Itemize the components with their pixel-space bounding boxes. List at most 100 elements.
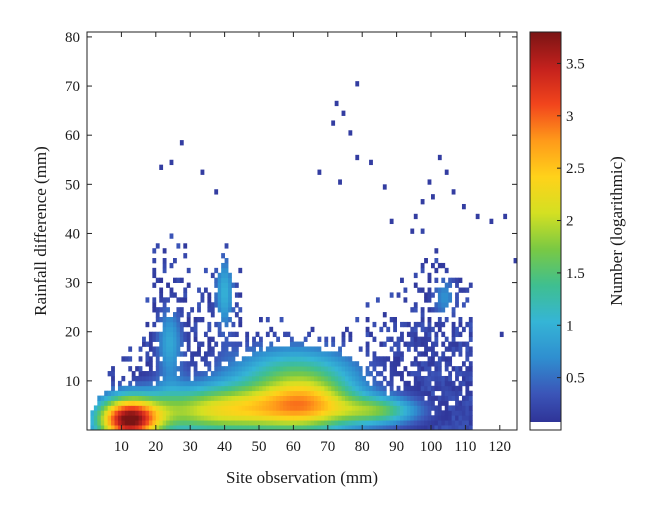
- heatmap-cell: [358, 420, 363, 426]
- heatmap-cell: [427, 425, 432, 431]
- heatmap-cell: [468, 375, 473, 382]
- heatmap-cell: [159, 425, 164, 431]
- heatmap-cell: [241, 405, 246, 411]
- heatmap-cell: [169, 390, 174, 396]
- heatmap-cell: [217, 366, 222, 372]
- heatmap-cell: [406, 380, 411, 387]
- heatmap-cell: [396, 351, 401, 357]
- heatmap-cell: [365, 341, 370, 347]
- heatmap-cell: [169, 366, 174, 372]
- heatmap-cell: [448, 346, 453, 352]
- heatmap-cell: [269, 425, 274, 431]
- heatmap-cell: [320, 380, 325, 387]
- heatmap-cell: [145, 356, 150, 362]
- heatmap-cell: [403, 380, 408, 387]
- heatmap-cell: [303, 366, 308, 372]
- heatmap-cell: [424, 425, 428, 431]
- heatmap-cell: [234, 361, 239, 367]
- heatmap-cell: [396, 390, 401, 396]
- heatmap-cell: [351, 410, 356, 416]
- heatmap-cell: [461, 420, 466, 426]
- y-tick-label: 50: [65, 177, 80, 193]
- heatmap-cell: [434, 351, 439, 357]
- heatmap-cell: [138, 366, 143, 372]
- heatmap-cell: [128, 366, 133, 372]
- heatmap-cell: [252, 385, 256, 392]
- heatmap-cell: [413, 321, 418, 328]
- heatmap-cell: [207, 351, 212, 357]
- heatmap-cell: [155, 346, 160, 352]
- heatmap-cell: [314, 390, 318, 396]
- heatmap-cell: [355, 415, 360, 421]
- heatmap-cell: [152, 336, 157, 342]
- heatmap-cell: [255, 385, 260, 392]
- heatmap-cell: [252, 375, 256, 382]
- heatmap-cell: [355, 405, 360, 411]
- heatmap-cell: [314, 380, 318, 387]
- heatmap-cell: [317, 405, 322, 411]
- heatmap-cell: [403, 385, 408, 392]
- heatmap-cell: [410, 395, 415, 401]
- heatmap-cell: [179, 321, 184, 328]
- heatmap-cell: [410, 410, 415, 416]
- heatmap-cell: [255, 420, 260, 426]
- heatmap-cell: [173, 425, 177, 431]
- heatmap-cell: [286, 346, 291, 352]
- heatmap-cell: [272, 331, 277, 338]
- heatmap-cell: [259, 410, 263, 416]
- heatmap-cell: [362, 425, 367, 431]
- heatmap-cell: [131, 385, 136, 392]
- heatmap-cell: [300, 390, 305, 396]
- heatmap-cell: [183, 297, 188, 303]
- heatmap-cell: [234, 375, 239, 382]
- heatmap-cell: [179, 312, 184, 318]
- heatmap-cell: [176, 351, 181, 357]
- heatmap-cell: [317, 400, 322, 406]
- heatmap-cell: [441, 287, 446, 293]
- heatmap-cell: [420, 341, 425, 347]
- heatmap-cell: [358, 400, 363, 406]
- heatmap-cell: [451, 395, 456, 401]
- heatmap-cell: [389, 420, 394, 426]
- heatmap-cell: [293, 425, 298, 431]
- heatmap-cell: [203, 380, 208, 387]
- heatmap-cell: [197, 316, 201, 323]
- heatmap-cell: [379, 390, 384, 396]
- heatmap-cell: [420, 321, 425, 328]
- heatmap-cell: [131, 390, 136, 396]
- colorbar-tick-label: 1: [566, 318, 574, 334]
- heatmap-cell: [465, 351, 470, 357]
- heatmap-cell: [207, 390, 212, 396]
- heatmap-cell: [320, 415, 325, 421]
- heatmap-cell: [303, 380, 308, 387]
- heatmap-cell: [245, 341, 250, 347]
- heatmap-cell: [97, 400, 102, 406]
- heatmap-cell: [331, 420, 336, 426]
- heatmap-cell: [190, 326, 195, 333]
- heatmap-cell: [152, 415, 157, 421]
- heatmap-cell: [173, 415, 177, 421]
- heatmap-cell: [186, 405, 191, 411]
- heatmap-cell: [431, 385, 435, 392]
- heatmap-cell: [420, 366, 425, 372]
- heatmap-cell: [252, 405, 256, 411]
- colorbar-tick-label: 0.5: [566, 371, 585, 387]
- heatmap-cell: [413, 420, 418, 426]
- heatmap-cell: [369, 395, 373, 401]
- heatmap-cell: [252, 395, 256, 401]
- heatmap-cell: [248, 356, 253, 362]
- heatmap-cell: [307, 351, 311, 357]
- heatmap-cell-sparse: [179, 140, 184, 146]
- heatmap-cell: [465, 346, 470, 352]
- heatmap-cell: [162, 307, 167, 313]
- heatmap-cell: [441, 321, 446, 328]
- heatmap-cell: [468, 346, 473, 352]
- heatmap-cell: [417, 385, 422, 392]
- heatmap-cell: [382, 415, 387, 421]
- heatmap-cell: [138, 356, 143, 362]
- heatmap-cell: [179, 371, 184, 377]
- heatmap-cell: [300, 420, 305, 426]
- heatmap-cell: [396, 420, 401, 426]
- heatmap-cell: [327, 405, 332, 411]
- heatmap-cell: [142, 405, 146, 411]
